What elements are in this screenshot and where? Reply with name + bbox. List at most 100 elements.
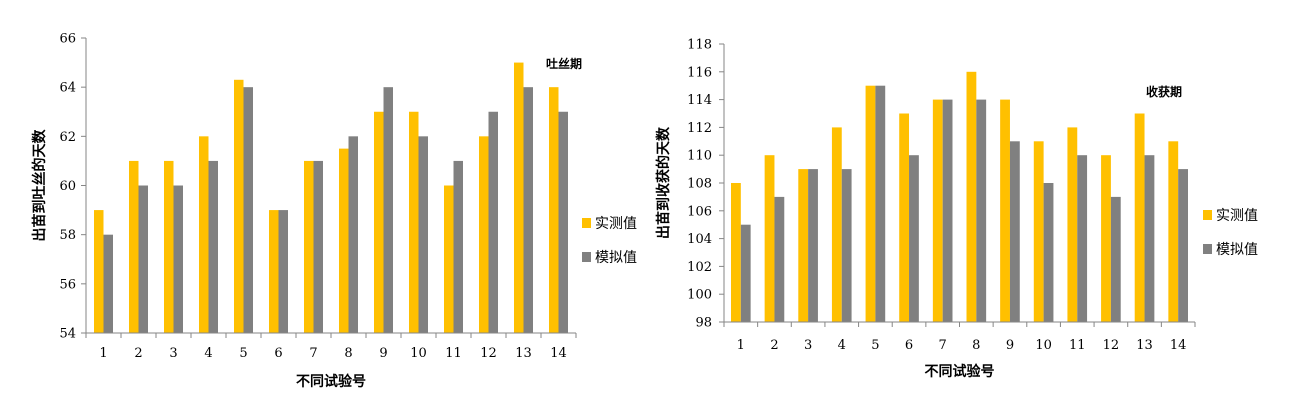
- bar-measured: [374, 111, 384, 333]
- x-tick-label: 3: [804, 338, 812, 353]
- bar-simulated: [173, 185, 183, 333]
- legend-label: 实测值: [1216, 208, 1258, 224]
- x-tick-label: 11: [445, 346, 462, 361]
- bar-measured: [932, 99, 943, 322]
- bar-measured: [514, 62, 524, 333]
- bar-simulated: [1110, 196, 1121, 322]
- x-tick-label: 6: [905, 338, 913, 353]
- x-tick-label: 9: [1006, 338, 1014, 353]
- bar-measured: [1134, 113, 1145, 322]
- x-tick-label: 2: [770, 338, 778, 353]
- x-tick-label: 13: [515, 346, 532, 361]
- y-axis-title: 出苗到吐丝的天数: [31, 129, 48, 242]
- bar-simulated: [1144, 155, 1155, 322]
- bar-measured: [269, 210, 279, 333]
- x-tick-label: 10: [410, 346, 427, 361]
- bar-measured: [865, 85, 876, 322]
- legend-swatch: [582, 252, 591, 262]
- x-tick-label: 14: [1170, 338, 1187, 353]
- bar-measured: [1067, 127, 1078, 323]
- bar-simulated: [1178, 169, 1188, 322]
- bar-measured: [94, 210, 104, 333]
- x-tick-label: 12: [480, 346, 497, 361]
- y-tick-label: 112: [687, 121, 712, 136]
- x-tick-label: 14: [550, 346, 567, 361]
- bar-simulated: [942, 99, 953, 322]
- bar-simulated: [909, 155, 919, 322]
- bar-simulated: [523, 87, 533, 333]
- y-tick-label: 60: [59, 179, 76, 194]
- bar-simulated: [740, 224, 751, 322]
- x-tick-label: 4: [838, 338, 846, 353]
- legend-swatch: [1203, 210, 1212, 220]
- x-tick-label: 1: [737, 338, 745, 353]
- bar-simulated: [1009, 141, 1020, 322]
- bar-measured: [731, 183, 741, 322]
- bar-measured: [1168, 141, 1179, 322]
- bar-measured: [966, 71, 977, 322]
- x-tick-label: 13: [1136, 338, 1153, 353]
- x-tick-label: 3: [169, 346, 177, 361]
- y-tick-label: 114: [687, 93, 712, 108]
- legend-label: 实测值: [595, 216, 637, 232]
- x-tick-label: 8: [344, 346, 352, 361]
- x-tick-label: 4: [204, 346, 212, 361]
- bar-simulated: [138, 185, 148, 333]
- bar-measured: [798, 169, 809, 322]
- bar-measured: [1033, 141, 1044, 322]
- bar-measured: [479, 136, 489, 333]
- bar-simulated: [313, 160, 323, 333]
- y-axis-title: 出苗到收获的天数: [655, 126, 672, 239]
- bar-measured: [304, 160, 314, 333]
- bar-simulated: [841, 169, 852, 322]
- bar-measured: [339, 148, 349, 334]
- bar-simulated: [383, 87, 393, 333]
- x-tick-label: 2: [134, 346, 142, 361]
- x-tick-label: 8: [972, 338, 980, 353]
- bar-measured: [164, 160, 174, 333]
- bar-simulated: [418, 136, 428, 333]
- y-tick-label: 98: [695, 316, 712, 331]
- x-tick-label: 9: [379, 346, 387, 361]
- x-tick-label: 7: [939, 338, 947, 353]
- legend-swatch: [1203, 244, 1212, 254]
- x-tick-label: 5: [871, 338, 879, 353]
- bar-measured: [444, 185, 454, 333]
- bar-simulated: [558, 111, 568, 333]
- x-tick-label: 10: [1035, 338, 1052, 353]
- bar-simulated: [976, 99, 987, 322]
- x-tick-label: 12: [1103, 338, 1120, 353]
- y-tick-label: 106: [687, 204, 712, 219]
- bar-simulated: [774, 196, 785, 322]
- bar-measured: [899, 113, 910, 322]
- bar-measured: [764, 155, 775, 322]
- y-tick-label: 100: [687, 288, 712, 303]
- bar-measured: [831, 127, 842, 323]
- bar-simulated: [103, 234, 113, 333]
- bar-measured: [549, 87, 559, 333]
- x-tick-label: 1: [99, 346, 107, 361]
- y-tick-label: 104: [687, 232, 712, 247]
- x-tick-label: 11: [1069, 338, 1086, 353]
- bar-simulated: [808, 169, 818, 322]
- bar-measured: [1000, 99, 1010, 322]
- bar-measured: [129, 160, 139, 333]
- x-tick-label: 5: [239, 346, 247, 361]
- y-tick-label: 108: [687, 177, 712, 192]
- bar-measured: [199, 136, 209, 333]
- legend-label: 模拟值: [1216, 242, 1258, 258]
- legend-label: 模拟值: [595, 250, 637, 266]
- bar-simulated: [1043, 183, 1054, 322]
- x-tick-label: 7: [309, 346, 317, 361]
- y-tick-label: 62: [59, 130, 76, 145]
- bar-simulated: [208, 160, 218, 333]
- y-tick-label: 64: [59, 81, 76, 96]
- bar-simulated: [243, 87, 253, 333]
- stage-annotation: 收获期: [1146, 84, 1182, 99]
- bar-simulated: [1077, 155, 1088, 322]
- bar-measured: [409, 111, 419, 333]
- legend-swatch: [582, 218, 591, 228]
- x-axis-title: 不同试验号: [296, 373, 366, 390]
- y-tick-label: 54: [59, 327, 76, 342]
